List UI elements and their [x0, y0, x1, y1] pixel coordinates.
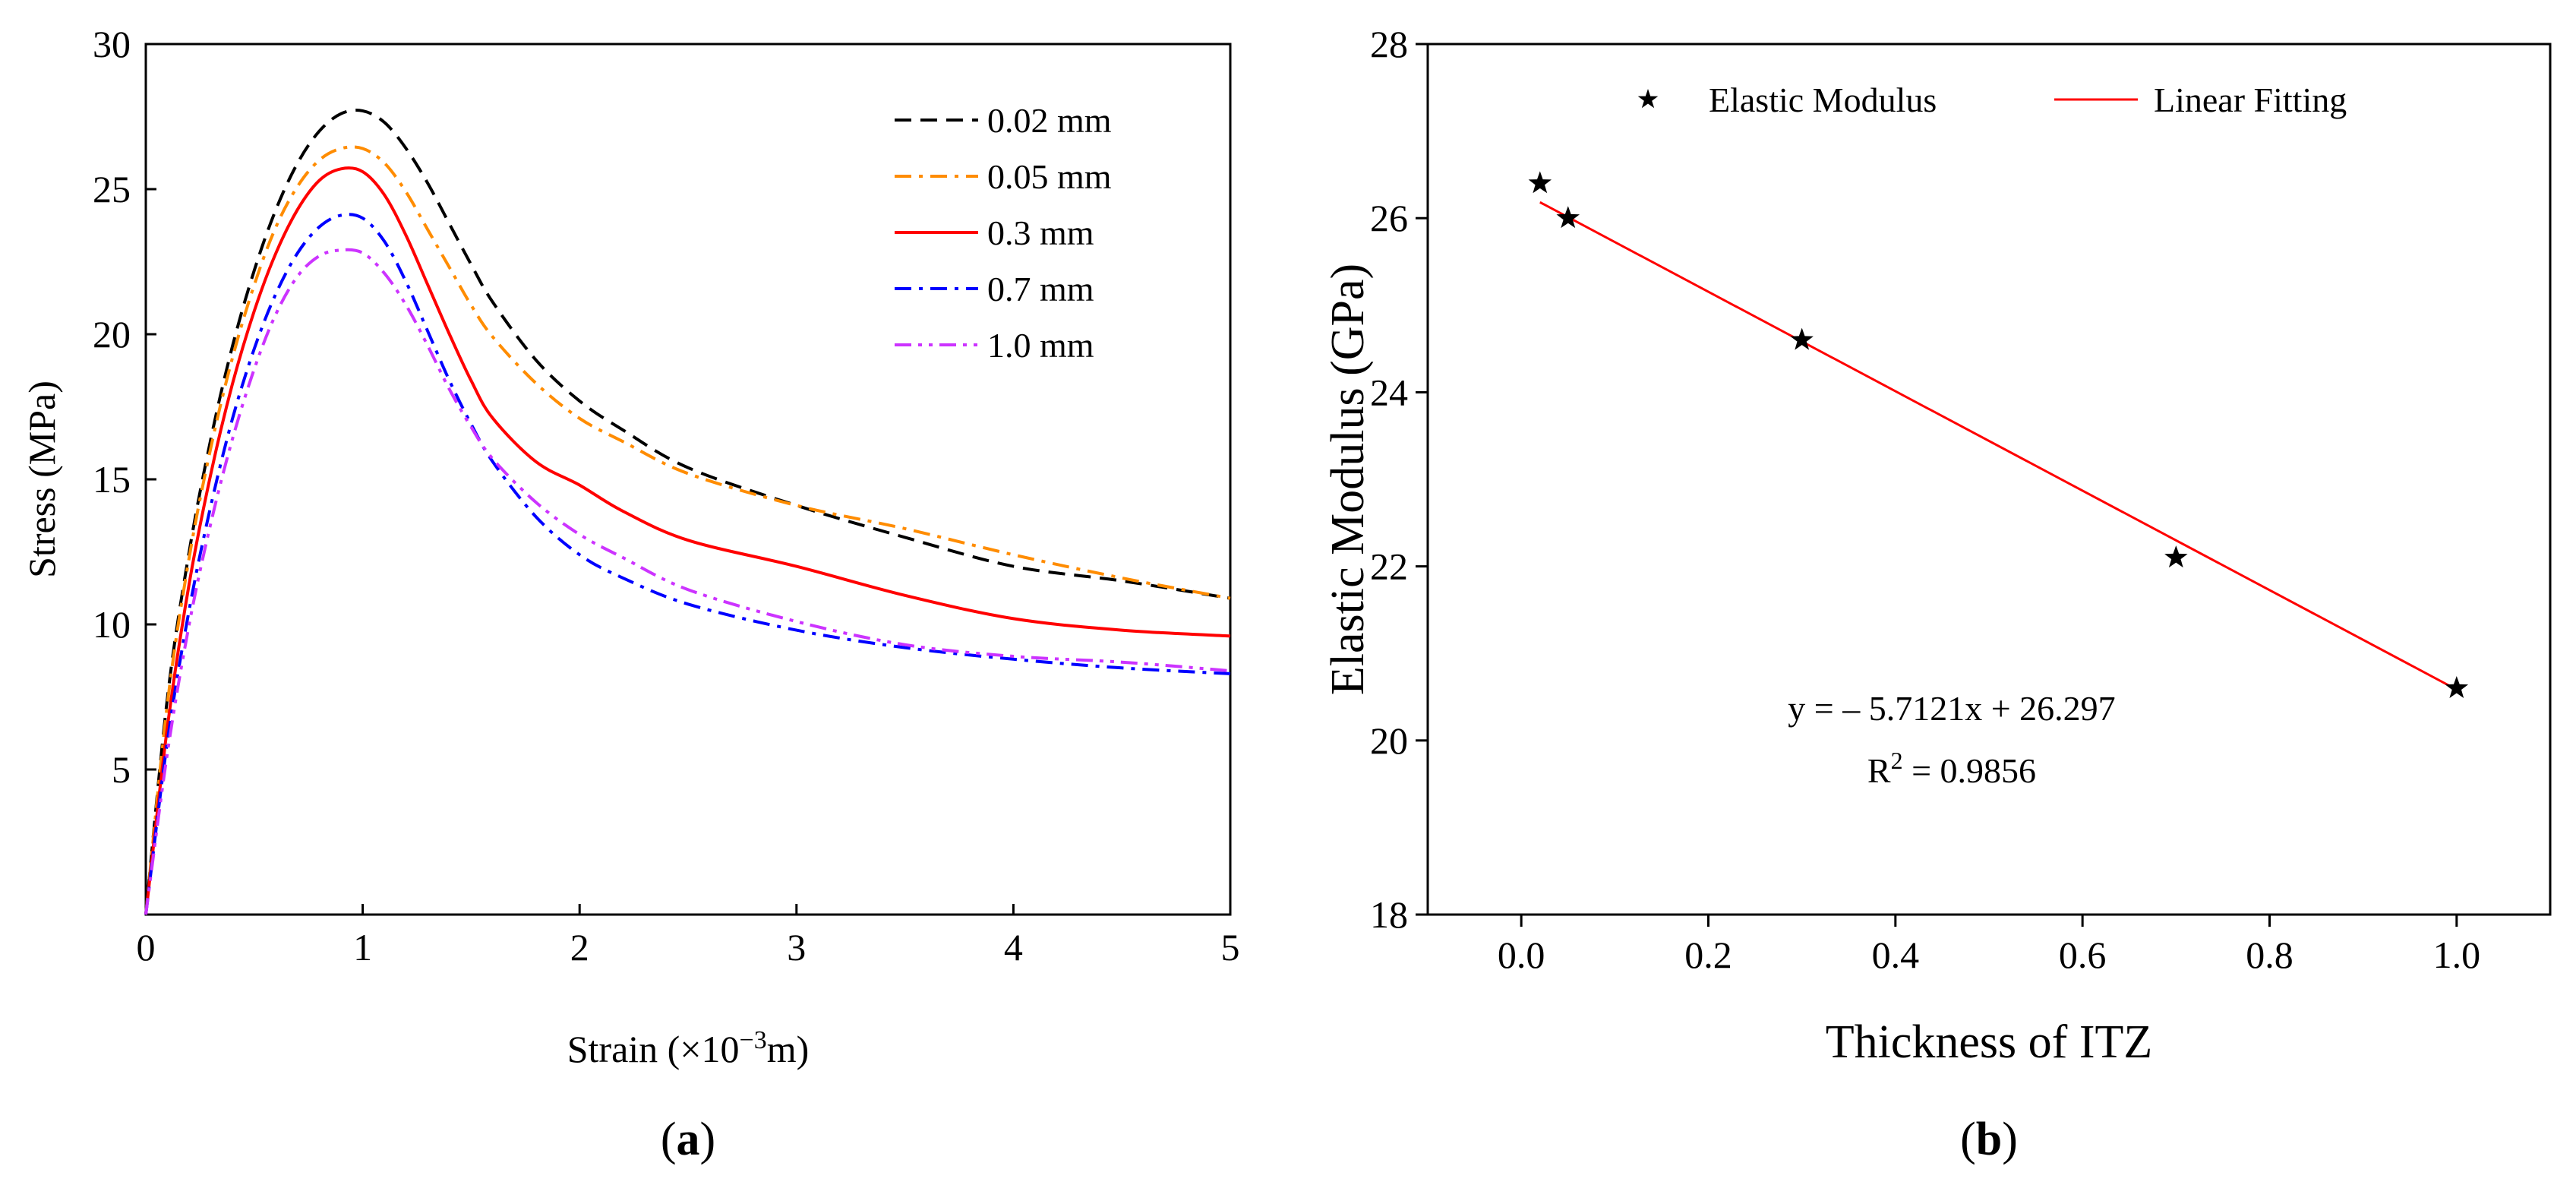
- panel-b-fit-line: [1539, 201, 2458, 691]
- panel-b-linear-fit-line: [1539, 201, 2458, 691]
- panel-b-y-axis-title: Elastic Modulus (GPa): [1322, 264, 1374, 695]
- panel-a-y-tick-label: 30: [93, 23, 131, 65]
- panel-a-x-tick-label: 1: [353, 926, 372, 969]
- panel-b-legend-label: Linear Fitting: [2154, 81, 2347, 119]
- panel-a-legend: 0.02 mm 0.05 mm 0.3 mm 0.7 mm 1.0 mm: [895, 101, 1112, 365]
- panel-a-legend-label: 0.05 mm: [987, 157, 1112, 196]
- panel-b-data-point-star: [2445, 676, 2469, 698]
- panel-a-x-tick-label: 3: [787, 926, 806, 969]
- panel-a-x-tick-label: 2: [570, 926, 589, 969]
- panel-a-y-tick-label: 25: [93, 168, 131, 210]
- panel-a-x-axis-title: Strain (×10−3m): [567, 1026, 810, 1071]
- panel-a-series-lines: [144, 109, 1231, 915]
- panel-b-data-point-star: [1528, 171, 1552, 194]
- panel-b-legend: Elastic Modulus Linear Fitting: [1637, 81, 2347, 119]
- panel-a-y-tick-label: 20: [93, 313, 131, 356]
- panel-a-x-tick-label: 4: [1004, 926, 1023, 969]
- panel-b-x-tick-label: 0.2: [1684, 934, 1732, 976]
- panel-b-x-tick-label: 0.8: [2246, 934, 2293, 976]
- panel-b-x-axis-title: Thickness of ITZ: [1826, 1016, 2152, 1068]
- panel-b-y-tick-label: 24: [1370, 371, 1408, 413]
- panel-a-series-line-1: [144, 145, 1231, 915]
- panel-a-y-tick-label: 10: [93, 603, 131, 646]
- panel-b-y-tick-label: 28: [1370, 23, 1408, 65]
- panel-a-x-tick-label: 0: [137, 926, 156, 969]
- panel-b-r-squared: R2 = 0.9856: [1867, 747, 2036, 790]
- panel-a-legend-label: 0.7 mm: [987, 270, 1094, 308]
- panel-a-legend-label: 1.0 mm: [987, 326, 1094, 365]
- panel-a-series-line-2: [144, 166, 1231, 915]
- panel-a-series-line-4: [144, 248, 1231, 915]
- panel-b-data-points: [1528, 171, 2469, 698]
- panel-b-x-tick-label: 0.6: [2059, 934, 2107, 976]
- panel-a-y-axis-title: Stress (MPa): [21, 381, 63, 578]
- panel-b-data-point-star: [1556, 206, 1580, 229]
- panel-a-y-tick-label: 15: [93, 458, 131, 501]
- panel-b-data-point-star: [2164, 545, 2188, 568]
- panel-a-legend-label: 0.02 mm: [987, 101, 1112, 140]
- panel-a-series-line-3: [144, 213, 1231, 915]
- panel-b-y-tick-label: 18: [1370, 893, 1408, 936]
- panel-a-series-line-0: [144, 109, 1231, 915]
- panel-a-ticks: 0 1 2 3 4 5 5 10 15 20 25 30: [93, 23, 1240, 969]
- panel-a-legend-label: 0.3 mm: [987, 213, 1094, 252]
- panel-b-x-tick-label: 0.0: [1498, 934, 1545, 976]
- panel-b-ticks: 0.0 0.2 0.4 0.6 0.8 1.0 18 20 22 24 26 28: [1370, 23, 2480, 976]
- panel-b-equation: y = – 5.7121x + 26.297: [1788, 689, 2115, 728]
- panel-b-legend-label: Elastic Modulus: [1709, 81, 1937, 119]
- panel-b-y-tick-label: 22: [1370, 545, 1408, 588]
- panel-b-x-tick-label: 0.4: [1872, 934, 1920, 976]
- panel-a-label: (a): [661, 1114, 715, 1165]
- panel-b-y-tick-label: 20: [1370, 719, 1408, 762]
- panel-b-legend-star-marker: [1637, 89, 1659, 109]
- panel-b-y-tick-label: 26: [1370, 197, 1408, 239]
- panel-b-plot-frame: [1426, 43, 2552, 916]
- panel-b-x-tick-label: 1.0: [2433, 934, 2481, 976]
- panel-b-data-point-star: [1790, 327, 1814, 350]
- panel-b-label: (b): [1960, 1114, 2018, 1165]
- panel-b-elastic-modulus-chart: 0.0 0.2 0.4 0.6 0.8 1.0 18 20 22 24 26 28 Elastic M…: [1322, 23, 2552, 1165]
- panel-a-x-tick-label: 5: [1221, 926, 1240, 969]
- panel-a-y-tick-label: 5: [112, 748, 131, 791]
